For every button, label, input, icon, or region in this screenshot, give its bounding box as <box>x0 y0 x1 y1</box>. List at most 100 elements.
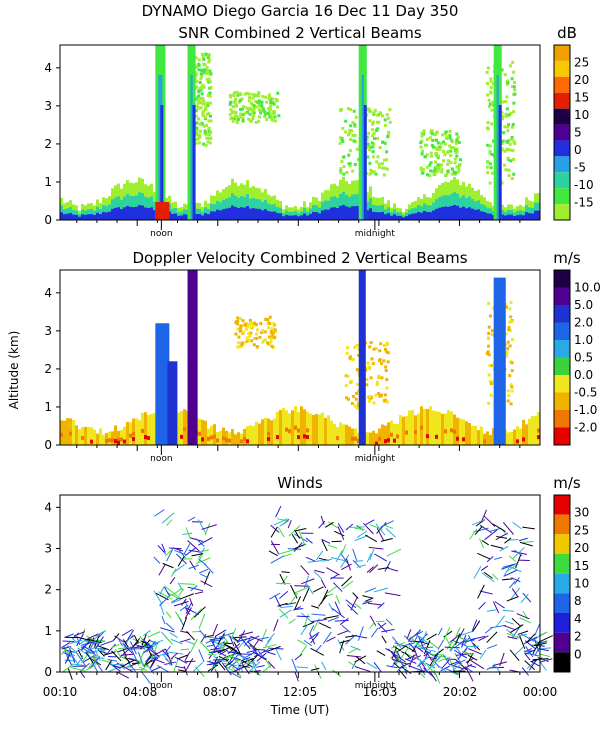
wind-barb <box>442 654 451 666</box>
snr-cell <box>102 212 105 220</box>
colorbar-cell <box>554 495 570 515</box>
dop-cell <box>385 386 389 390</box>
wind-barb <box>378 622 387 630</box>
dop-cell <box>129 422 132 445</box>
snr-cell <box>282 216 285 220</box>
dop-cell <box>242 341 246 345</box>
wind-barb <box>184 660 196 663</box>
wind-barb <box>366 553 372 563</box>
snr-cell <box>491 82 495 86</box>
wind-barb <box>322 631 332 645</box>
snr-cell <box>153 210 156 220</box>
snr-cell <box>501 214 504 220</box>
wind-barb <box>321 661 327 671</box>
wind-barb <box>199 629 207 639</box>
snr-cell <box>199 101 203 105</box>
snr-cell <box>248 112 252 116</box>
dop-cell <box>492 306 496 310</box>
snr-cell <box>483 212 486 220</box>
snr-cell <box>207 80 211 84</box>
snr-cell <box>511 125 515 129</box>
snr-cell <box>339 136 343 140</box>
colorbar-frame <box>553 494 571 673</box>
wind-barb <box>250 669 261 676</box>
y-tick-label: 4 <box>44 286 52 300</box>
dop-cell <box>270 327 274 331</box>
snr-cell <box>503 73 507 77</box>
wind-barb <box>514 646 524 656</box>
wind-barb <box>104 651 116 656</box>
colorbar-cell <box>554 514 570 535</box>
wind-barb <box>443 627 451 640</box>
wind-barb <box>90 657 99 668</box>
snr-cell <box>355 147 359 151</box>
snr-cell <box>444 173 448 177</box>
snr-cell <box>430 143 434 147</box>
dop-cell <box>123 439 126 444</box>
wind-barb <box>294 586 310 594</box>
wind-barb <box>462 650 473 656</box>
wind-barb <box>318 520 326 529</box>
wind-barb <box>294 529 301 539</box>
snr-cell <box>205 71 209 75</box>
snr-cell <box>231 119 235 123</box>
snr-cell <box>500 117 504 121</box>
snr-cell <box>207 214 210 220</box>
wind-barb <box>265 659 272 669</box>
wind-barb <box>169 576 176 585</box>
wind-barb <box>460 630 475 636</box>
wind-barb <box>390 641 406 649</box>
dop-cell <box>507 326 511 330</box>
snr-cell <box>274 99 278 103</box>
snr-cell <box>510 77 514 81</box>
wind-barb <box>195 557 211 565</box>
snr-cell <box>248 106 252 110</box>
wind-barb <box>478 601 486 610</box>
wind-barb <box>129 646 138 661</box>
dop-cell <box>378 349 382 353</box>
colorbar-label: 8 <box>574 594 582 608</box>
wind-barb <box>435 650 440 659</box>
wind-barb <box>459 628 465 638</box>
dop-cell <box>385 350 389 354</box>
snr-cell <box>208 114 212 118</box>
dop-cell <box>375 433 378 445</box>
dop-cell <box>90 439 93 444</box>
wind-barb <box>308 624 315 635</box>
cb2-unit: m/s <box>553 249 581 267</box>
wind-barb <box>187 540 200 552</box>
wind-barb <box>523 648 532 653</box>
wind-barb <box>321 538 331 544</box>
snr-cell <box>490 152 494 156</box>
snr-cell <box>377 162 381 166</box>
wind-barb <box>217 633 225 645</box>
snr-cell <box>429 130 433 134</box>
dop-cell <box>508 320 512 324</box>
dop-cell <box>506 340 510 344</box>
snr-cell <box>371 155 375 159</box>
snr-cell <box>486 143 490 147</box>
dop-cell <box>508 328 512 332</box>
snr-cell <box>405 216 408 220</box>
dop-cell <box>432 410 435 445</box>
snr-cell <box>486 66 490 70</box>
snr-cell <box>202 85 206 89</box>
snr-cell <box>488 162 492 166</box>
snr-cell <box>197 117 201 121</box>
snr-cell <box>512 85 516 89</box>
dop-cell <box>459 418 462 445</box>
snr-cell <box>443 142 447 146</box>
x-time-label: 12:05 <box>283 685 318 699</box>
wind-barb <box>296 666 309 669</box>
x-time-label: 00:10 <box>43 685 78 699</box>
snr-cell <box>443 132 447 136</box>
dop-cell <box>141 429 144 434</box>
snr-cell <box>81 214 84 220</box>
wind-barb <box>70 666 86 672</box>
dop-cell <box>236 345 240 349</box>
snr-cell <box>294 215 297 220</box>
snr-cell <box>252 114 256 118</box>
dop-cell <box>259 322 263 326</box>
colorbar-label: -1.0 <box>574 403 597 417</box>
snr-cell <box>208 141 212 145</box>
